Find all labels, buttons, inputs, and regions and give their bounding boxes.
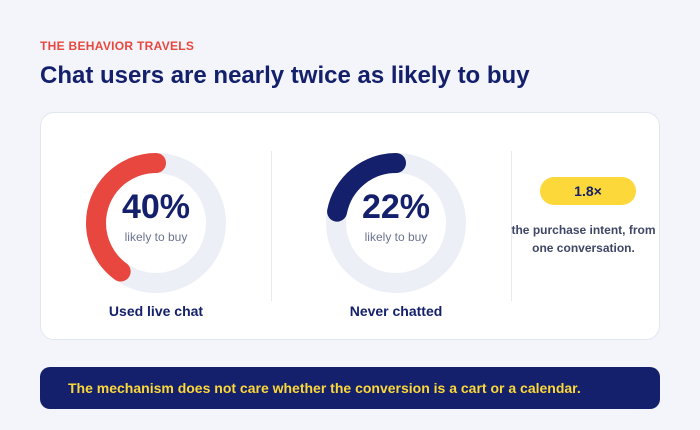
multiplier-badge: 1.8× xyxy=(540,177,636,205)
donut-never-chatted xyxy=(326,153,466,293)
metric-sublabel: likely to buy xyxy=(124,230,188,244)
metric-value: 22% xyxy=(361,188,431,226)
eyebrow: THE BEHAVIOR TRAVELS xyxy=(40,39,195,53)
donut-arc-used-live-chat xyxy=(86,153,226,293)
metric-value: 40% xyxy=(121,188,191,226)
metric-label: Never chatted xyxy=(349,303,443,319)
multiplier-note: the purchase intent, from one conversati… xyxy=(511,223,656,255)
metric-never-chatted: 22% likely to buy Never chatted xyxy=(281,113,511,341)
divider xyxy=(511,151,512,301)
donut-arc-never-chatted xyxy=(326,153,466,293)
metric-label: Used live chat xyxy=(108,303,204,319)
headline: Chat users are nearly twice as likely to… xyxy=(40,62,530,89)
metric-used-live-chat: 40% likely to buy Used live chat xyxy=(41,113,271,341)
divider xyxy=(271,151,272,301)
metric-sublabel: likely to buy xyxy=(364,230,428,244)
donut-used-live-chat xyxy=(86,153,226,293)
takeaway-banner: The mechanism does not care whether the … xyxy=(40,367,660,409)
stats-card: 40% likely to buy Used live chat 22% lik… xyxy=(40,112,660,340)
